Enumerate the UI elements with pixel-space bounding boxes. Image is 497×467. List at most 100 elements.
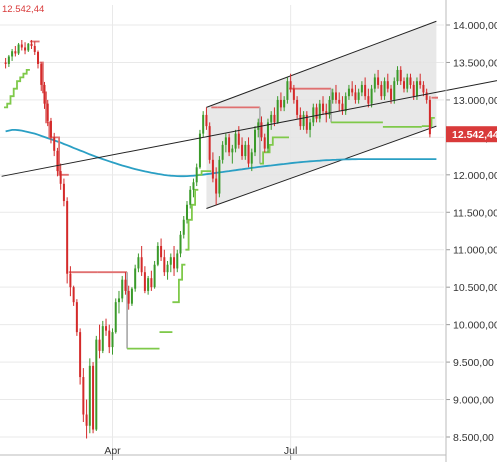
candle-up	[286, 81, 289, 100]
candle-up	[312, 107, 315, 123]
candle-up	[182, 219, 185, 235]
candle-up	[189, 189, 192, 205]
candle-up	[169, 257, 172, 265]
candle-down	[85, 414, 88, 426]
candle-down	[56, 150, 59, 172]
candle-down	[53, 137, 56, 151]
candle-down	[72, 287, 75, 303]
candle-up	[130, 288, 133, 304]
x-tick-label: Jul	[284, 445, 297, 457]
candle-down	[354, 92, 357, 100]
candle-down	[163, 257, 166, 273]
candle-down	[173, 257, 176, 269]
ma-200-line	[5, 128, 437, 178]
candle-down	[143, 272, 146, 291]
channel-upper-line	[206, 20, 437, 108]
candle-up	[195, 167, 198, 183]
candle-up	[179, 234, 182, 254]
candle-up	[415, 81, 418, 97]
candle-up	[17, 44, 20, 54]
candle-up	[192, 182, 195, 190]
candle-down	[14, 51, 17, 54]
candle-down	[69, 273, 72, 288]
candle-up	[88, 365, 91, 426]
candle-up	[276, 99, 279, 123]
candle-up	[7, 56, 10, 64]
candle-down	[205, 114, 208, 127]
stop-line-lower	[4, 69, 30, 109]
candle-down	[92, 365, 95, 430]
candle-up	[11, 51, 14, 57]
candle-up	[344, 96, 347, 112]
last-price-badge	[446, 126, 497, 143]
candle-down	[98, 339, 101, 351]
candle-down	[386, 81, 389, 89]
candle-down	[273, 114, 276, 123]
channel-lower-line	[206, 125, 437, 209]
candle-down	[62, 183, 65, 202]
candle-down	[325, 111, 328, 115]
candle-up	[270, 114, 273, 123]
stop-line-upper	[52, 136, 69, 176]
candle-down	[299, 114, 302, 127]
candle-up	[114, 302, 117, 333]
y-tick-label: 8.500,00	[453, 432, 494, 444]
candle-up	[101, 326, 104, 351]
candle-down	[377, 77, 380, 85]
y-tick-label: 11.500,00	[453, 207, 497, 219]
candle-up	[166, 264, 169, 273]
candle-down	[4, 62, 7, 64]
candle-down	[351, 88, 354, 93]
candle-down	[292, 88, 295, 100]
candle-up	[396, 69, 399, 82]
candle-up	[137, 257, 140, 269]
candle-down	[367, 96, 370, 104]
candle-down	[75, 302, 78, 333]
y-tick-label: 10.500,00	[453, 282, 497, 294]
candle-down	[425, 92, 428, 100]
stop-line-upper	[39, 61, 53, 139]
candle-down	[428, 99, 431, 135]
candle-down	[322, 103, 325, 112]
candle-down	[305, 114, 308, 130]
candle-up	[266, 122, 269, 149]
x-tick-label: Apr	[104, 445, 121, 457]
candle-down	[24, 47, 27, 51]
last-price-label: 12.542,44	[452, 129, 497, 141]
candle-up	[328, 99, 331, 115]
long-trend-line	[1, 80, 497, 177]
candle-down	[260, 122, 263, 138]
candle-down	[46, 103, 49, 121]
candle-up	[383, 81, 386, 97]
candle-up	[153, 264, 156, 288]
stop-line-lower	[172, 263, 186, 304]
moving-average-line	[5, 128, 437, 178]
candle-down	[412, 84, 415, 97]
candle-up	[198, 133, 201, 168]
top-left-price-label: 12.542,44	[2, 4, 44, 15]
candle-up	[176, 253, 179, 269]
candle-down	[364, 84, 367, 97]
candle-up	[373, 77, 376, 89]
candle-down	[422, 84, 425, 93]
y-tick-label: 9.500,00	[453, 357, 494, 369]
candle-down	[241, 144, 244, 157]
y-tick-label: 13.000,00	[453, 95, 497, 107]
candle-up	[234, 133, 237, 149]
candle-up	[393, 81, 396, 100]
candle-up	[27, 43, 30, 51]
candle-down	[263, 137, 266, 149]
candle-down	[59, 171, 62, 184]
candle-up	[95, 339, 98, 430]
candle-up	[147, 278, 150, 291]
stop-line-lower	[259, 136, 289, 165]
candle-down	[338, 99, 341, 104]
candle-down	[211, 159, 214, 179]
candle-up	[331, 92, 334, 100]
stop-line-lower	[198, 170, 212, 176]
candle-down	[82, 377, 85, 415]
candle-down	[215, 178, 218, 194]
